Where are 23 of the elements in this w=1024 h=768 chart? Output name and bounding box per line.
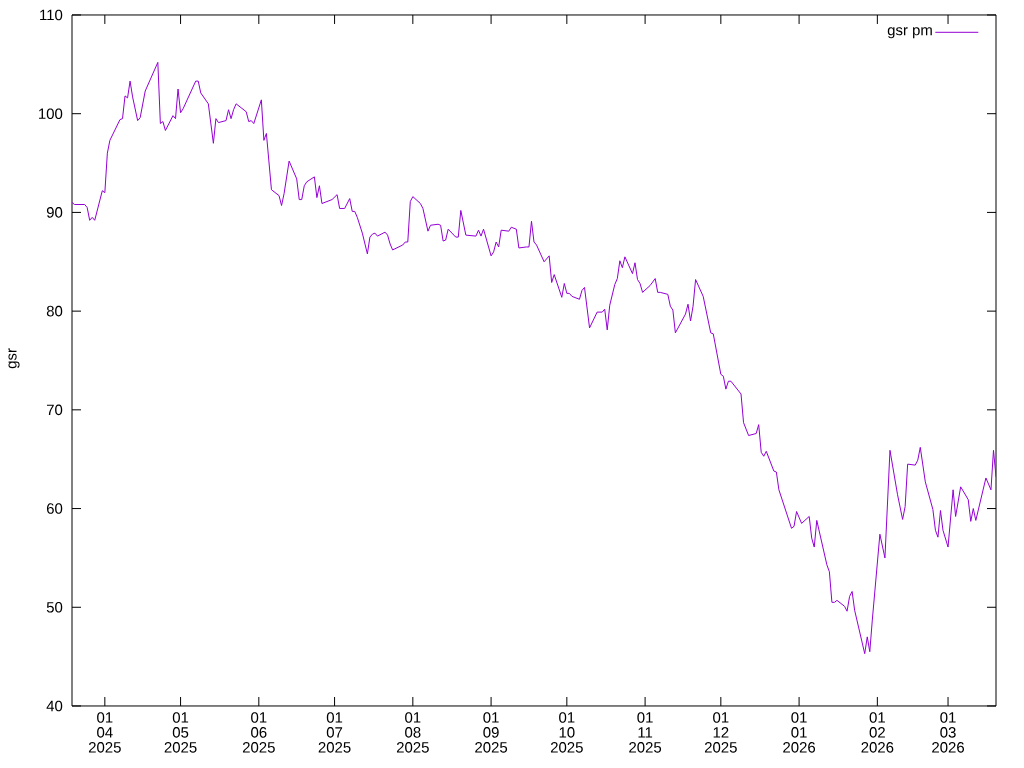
x-tick-label: 01 12 2025 [704, 712, 737, 753]
y-tick-label: 60 [46, 503, 63, 514]
x-tick-label: 01 02 2026 [861, 712, 894, 753]
y-axis-title: gsr [8, 348, 20, 369]
legend-label: gsr pm [887, 27, 932, 39]
x-tick-label: 01 05 2025 [164, 712, 197, 753]
y-tick-label: 90 [46, 207, 63, 218]
line-series [72, 61, 997, 655]
x-tick-label: 01 03 2026 [932, 712, 965, 753]
x-tick-label: 01 10 2025 [550, 712, 583, 753]
y-tick-label: 40 [46, 700, 63, 712]
y-tick-label: 70 [46, 404, 63, 416]
x-tick-label: 01 04 2025 [88, 712, 121, 753]
x-tick-label: 01 08 2025 [396, 712, 429, 753]
y-tick-label: 80 [46, 305, 63, 317]
x-tick-label: 01 09 2025 [475, 712, 508, 753]
x-tick-label: 01 01 2026 [783, 712, 816, 753]
y-tick-label: 100 [39, 108, 63, 119]
x-tick-label: 01 06 2025 [242, 712, 275, 753]
x-tick-label: 01 07 2025 [318, 712, 351, 753]
y-tick-label: 110 [40, 9, 63, 21]
x-tick-label: 01 11 2025 [629, 712, 662, 753]
y-tick-label: 50 [46, 601, 63, 613]
